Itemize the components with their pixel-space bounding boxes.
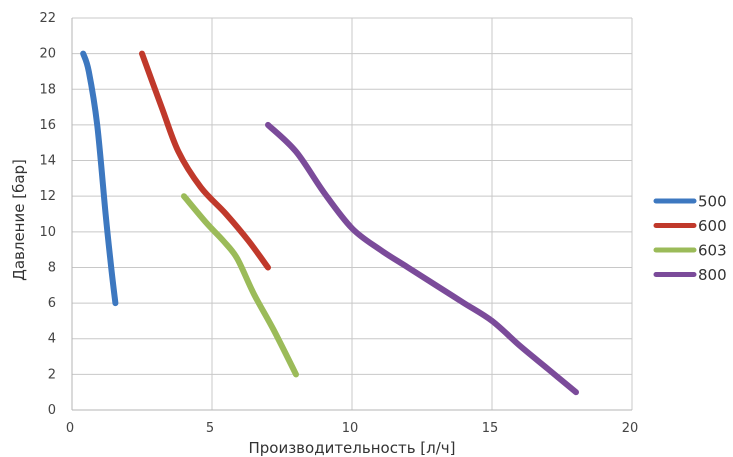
series-line-500: [80, 50, 119, 307]
x-tick-label: 20: [622, 421, 639, 436]
x-tick-label: 0: [66, 421, 74, 436]
legend-label-800: 800: [698, 266, 727, 284]
y-tick-label: 2: [48, 367, 56, 382]
y-tick-label: 12: [39, 189, 56, 204]
axes: 0 2 4 6 8 10 12 14 16 18 20 22 0 5 10 15 20: [39, 11, 638, 436]
y-tick-label: 22: [39, 11, 56, 26]
y-tick-label: 20: [39, 47, 56, 62]
x-axis-title: Производительность [л/ч]: [248, 439, 455, 457]
y-tick-label: 18: [39, 82, 56, 97]
y-tick-label: 16: [39, 118, 56, 133]
y-tick-label: 10: [39, 225, 56, 240]
legend: 500 600 603 800: [653, 193, 727, 284]
x-tick-label: 5: [206, 421, 214, 436]
legend-label-603: 603: [698, 242, 727, 260]
series-line-800: [265, 121, 579, 396]
series-line-603: [181, 193, 299, 378]
series-line-600: [139, 50, 271, 271]
y-tick-label: 0: [48, 403, 56, 418]
y-tick-label: 4: [48, 332, 56, 347]
y-tick-label: 8: [48, 260, 56, 275]
y-tick-label: 6: [48, 296, 56, 311]
grid: [71, 17, 633, 411]
y-tick-label: 14: [39, 154, 56, 169]
legend-label-600: 600: [698, 217, 727, 235]
y-axis-title: Давление [бар]: [10, 159, 28, 281]
series-lines: [80, 50, 579, 396]
legend-label-500: 500: [698, 193, 727, 211]
x-tick-label: 15: [482, 421, 499, 436]
x-tick-label: 10: [342, 421, 359, 436]
